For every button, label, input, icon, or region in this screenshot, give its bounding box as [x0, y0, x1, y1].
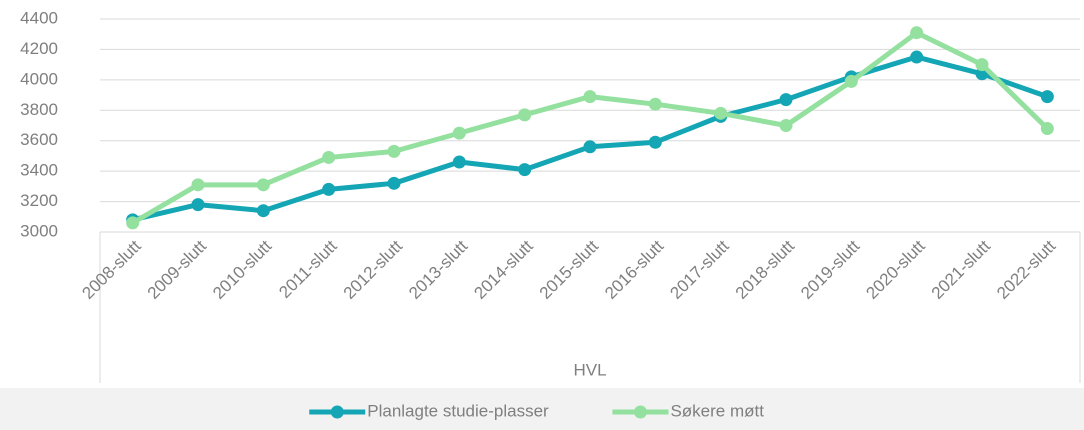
x-tick-label: 2011-slutt [275, 236, 341, 302]
legend-marker [330, 405, 344, 419]
point [387, 176, 401, 190]
legend: Planlagte studie-plasser Søkere møtt [309, 401, 764, 420]
x-tick-label: 2010-slutt [209, 236, 275, 302]
x-tick-label: 2016-slutt [601, 236, 667, 302]
point [910, 26, 924, 40]
point [387, 144, 401, 158]
point [583, 90, 597, 104]
point [452, 155, 466, 169]
point [648, 97, 662, 111]
y-tick-label: 4400 [20, 8, 58, 27]
y-tick-label: 3800 [20, 100, 58, 119]
y-tick-label: 3600 [20, 130, 58, 149]
point [191, 178, 205, 192]
point [1040, 90, 1054, 104]
point [844, 74, 858, 88]
point [452, 126, 466, 140]
legend-label: Søkere møtt [670, 401, 764, 420]
x-tick-label: 2022-slutt [993, 236, 1059, 302]
legend-label: Planlagte studie-plasser [367, 401, 549, 420]
point [779, 93, 793, 107]
x-tick-label: 2017-slutt [666, 236, 732, 302]
point [518, 108, 532, 122]
point [256, 204, 270, 218]
y-tick-label: 4000 [20, 69, 58, 88]
x-tick-label: 2020-slutt [862, 236, 928, 302]
grid [100, 18, 1080, 233]
x-tick-label: 2018-slutt [732, 236, 798, 302]
x-tick-label: 2013-slutt [405, 236, 471, 302]
y-tick-label: 3200 [20, 191, 58, 210]
point [256, 178, 270, 192]
x-tick-label: 2021-slutt [928, 236, 994, 302]
y-tick-label: 4200 [20, 39, 58, 58]
x-axis-label: HVL [573, 360, 606, 379]
point [583, 140, 597, 154]
point [191, 198, 205, 212]
series-line [132, 54, 1049, 223]
x-tick-label: 2015-slutt [536, 236, 602, 302]
point [910, 50, 924, 64]
point [648, 135, 662, 149]
plot [126, 26, 1054, 230]
legend-marker [633, 405, 647, 419]
point [975, 58, 989, 72]
x-tick-label: 2014-slutt [470, 236, 536, 302]
y-tick-label: 3400 [20, 161, 58, 180]
legend-background [0, 388, 1084, 430]
point [518, 163, 532, 177]
x-tick-label: 2008-slutt [78, 236, 144, 302]
point [322, 182, 336, 196]
x-tick-label: 2019-slutt [797, 236, 863, 302]
y-tick-label: 3000 [20, 221, 58, 240]
point [1040, 122, 1054, 136]
point [322, 150, 336, 164]
point [714, 106, 728, 120]
point [779, 119, 793, 132]
x-tick-label: 2009-slutt [144, 236, 210, 302]
x-tick-label: 2012-slutt [340, 236, 406, 302]
point [126, 216, 140, 230]
